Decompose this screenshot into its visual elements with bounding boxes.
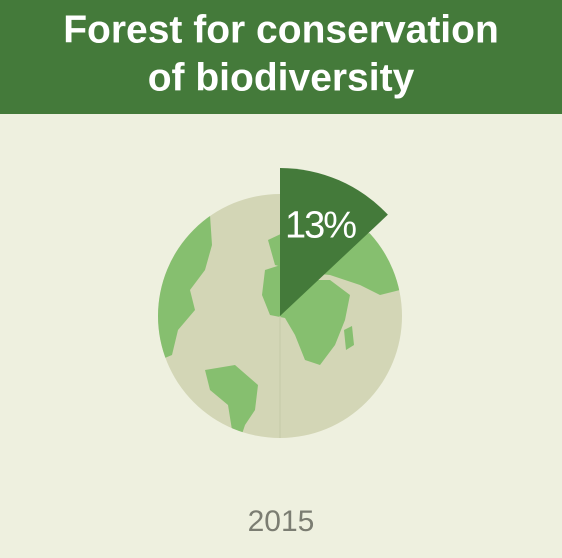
madagascar (344, 326, 354, 350)
north-america (158, 215, 212, 360)
slices: 13% (280, 168, 388, 316)
pie-slice (280, 168, 388, 316)
category-label: 2015 (248, 505, 315, 538)
value-label: 13% (285, 205, 356, 247)
header-band (0, 0, 562, 114)
chart-title-line: Forest for conservation (63, 8, 499, 51)
south-america (205, 365, 258, 438)
chart-title-line: of biodiversity (148, 56, 415, 99)
